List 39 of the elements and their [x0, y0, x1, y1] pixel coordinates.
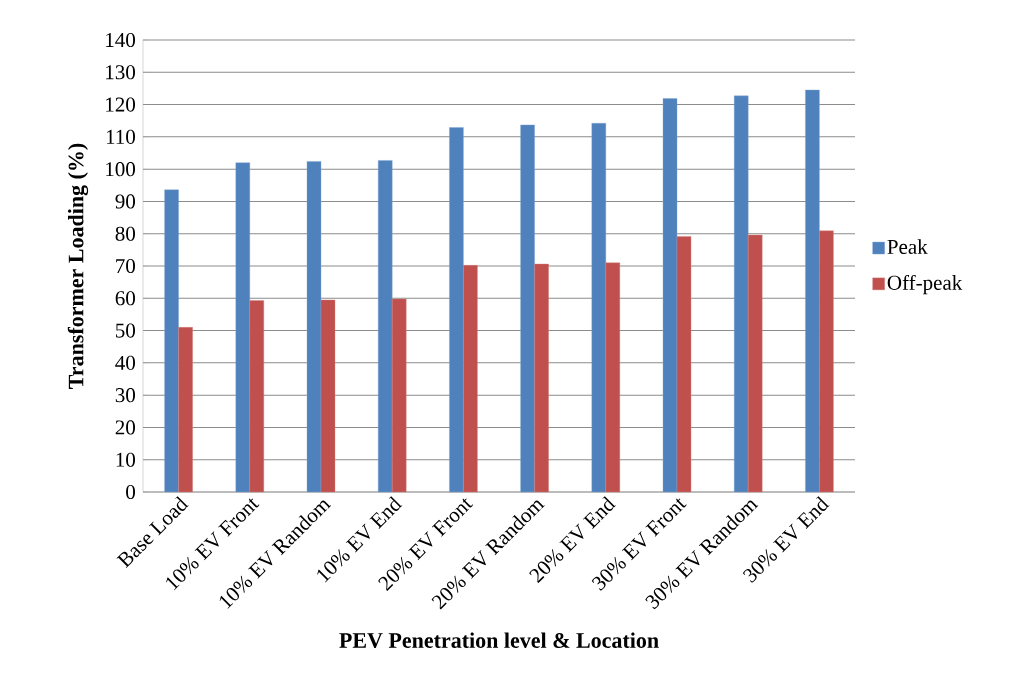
y-tick-label: 100 [106, 162, 136, 177]
y-tick-label: 20 [115, 420, 136, 435]
y-tick-label: 130 [106, 65, 136, 80]
legend-label: Peak [887, 239, 928, 254]
y-tick-label: 40 [115, 355, 136, 370]
bar [605, 262, 621, 493]
bar [591, 123, 607, 493]
y-tick-label: 110 [106, 129, 136, 144]
y-tick-label: 0 [126, 484, 136, 500]
bar [249, 300, 264, 493]
y-tick-label: 120 [106, 97, 136, 112]
bar [520, 124, 535, 493]
bar [392, 298, 407, 493]
bar [676, 236, 692, 493]
bar [662, 98, 678, 493]
legend-label: Off-peak [887, 274, 963, 295]
y-tick-label: 70 [116, 258, 136, 274]
y-tick-label: 50 [116, 323, 136, 338]
x-axis-title: PEV Penetration level & Location [339, 632, 659, 649]
bar [164, 189, 179, 493]
bar [734, 95, 749, 493]
bar [178, 327, 193, 493]
bar [748, 234, 763, 493]
y-tick-label: 140 [106, 32, 136, 48]
bar [378, 160, 393, 493]
y-axis-title: Transformer Loading (%) [67, 143, 89, 389]
y-tick-label: 30 [115, 388, 136, 403]
y-tick-label: 60 [115, 291, 136, 306]
bar [306, 161, 322, 493]
y-tick-label: 90 [115, 194, 136, 209]
bar [235, 162, 250, 493]
bar [534, 263, 549, 493]
bar [449, 127, 464, 493]
y-tick-label: 10 [116, 452, 136, 467]
y-tick-label: 80 [115, 226, 136, 241]
bar [819, 230, 834, 493]
bar [463, 265, 478, 493]
bar [320, 299, 336, 493]
bar [805, 89, 820, 493]
